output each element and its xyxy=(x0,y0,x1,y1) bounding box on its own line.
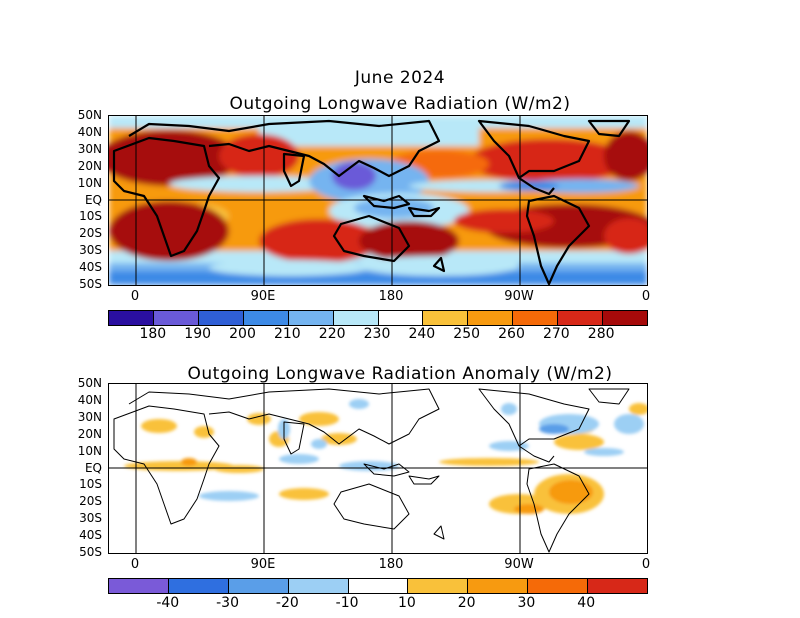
colorbar-label: 180 xyxy=(139,326,167,342)
colorbar-label: 30 xyxy=(517,595,536,611)
lat-label: 10S xyxy=(79,209,102,224)
colorbar-swatch xyxy=(468,579,529,593)
lat-label: 30S xyxy=(79,243,102,258)
lat-label: EQ xyxy=(84,192,102,207)
lat-label: 50N xyxy=(77,108,102,122)
top-map-title-line2: Outgoing Longwave Radiation (W/m2) xyxy=(229,94,571,114)
colorbar-swatch xyxy=(528,579,589,593)
colorbar-swatch xyxy=(198,311,244,325)
colorbar-swatch xyxy=(603,311,648,325)
lat-label: 50S xyxy=(79,277,102,291)
colorbar-swatch xyxy=(408,579,469,593)
lat-label: 40S xyxy=(79,528,102,543)
colorbar-label: -10 xyxy=(335,595,359,611)
colorbar-swatch xyxy=(348,579,409,593)
colorbar-label: 230 xyxy=(363,326,391,342)
lon-label: 180 xyxy=(378,557,404,572)
lat-label: 40N xyxy=(77,124,102,139)
top-map-title-line1: June 2024 xyxy=(354,68,446,88)
lat-label: 10S xyxy=(79,477,102,492)
colorbar-swatch xyxy=(558,311,604,325)
bottom-map-title: Outgoing Longwave Radiation Anomaly (W/m… xyxy=(187,364,613,384)
lon-label: 90E xyxy=(250,289,276,304)
colorbar-swatch xyxy=(109,579,169,593)
lat-label: 50S xyxy=(79,545,102,559)
colorbar-label: 20 xyxy=(457,595,476,611)
lat-label: EQ xyxy=(84,460,102,475)
colorbar-swatch xyxy=(513,311,559,325)
top-colorbar xyxy=(108,310,648,326)
lon-label: 90E xyxy=(250,557,276,572)
lat-label: 40N xyxy=(77,392,102,407)
colorbar-swatch xyxy=(288,311,334,325)
colorbar-swatch xyxy=(288,579,349,593)
lat-label: 30N xyxy=(77,141,102,156)
lat-label: 30S xyxy=(79,511,102,526)
lat-label: 10N xyxy=(77,175,102,190)
olr-anomaly-map-graphic xyxy=(109,384,647,553)
colorbar-label: 190 xyxy=(184,326,212,342)
lon-label: 0 xyxy=(641,289,651,304)
colorbar-label: 240 xyxy=(408,326,436,342)
colorbar-swatch xyxy=(228,579,289,593)
colorbar-label: 280 xyxy=(587,326,615,342)
bottom-colorbar xyxy=(108,578,648,594)
lat-label: 20S xyxy=(79,494,102,509)
colorbar-label: -30 xyxy=(216,595,239,611)
colorbar-label: 220 xyxy=(318,326,346,342)
colorbar-label: 40 xyxy=(577,595,596,611)
colorbar-swatch xyxy=(423,311,469,325)
colorbar-label: 210 xyxy=(273,326,301,342)
colorbar-label: -20 xyxy=(275,595,299,611)
olr-anomaly-map xyxy=(108,383,648,554)
colorbar-swatch xyxy=(333,311,379,325)
colorbar-label: -40 xyxy=(156,595,180,611)
colorbar-label: 10 xyxy=(397,595,416,611)
lon-label: 0 xyxy=(130,557,140,572)
lon-label: 90W xyxy=(504,289,534,304)
lat-label: 30N xyxy=(77,409,102,424)
lat-label: 20N xyxy=(77,158,102,173)
lat-label: 10N xyxy=(77,443,102,458)
colorbar-label: 250 xyxy=(453,326,481,342)
lon-label: 180 xyxy=(378,289,404,304)
lat-label: 40S xyxy=(79,260,102,275)
colorbar-swatch xyxy=(168,579,229,593)
lon-label: 0 xyxy=(130,289,140,304)
lon-label: 90W xyxy=(504,557,534,572)
colorbar-swatch xyxy=(153,311,199,325)
lat-label: 20N xyxy=(77,426,102,441)
colorbar-label: 200 xyxy=(229,326,256,342)
lat-label: 20S xyxy=(79,226,102,241)
colorbar-swatch xyxy=(109,311,154,325)
lon-label: 0 xyxy=(641,557,651,572)
colorbar-swatch xyxy=(588,579,648,593)
colorbar-swatch xyxy=(468,311,514,325)
colorbar-swatch xyxy=(378,311,424,325)
colorbar-swatch xyxy=(243,311,289,325)
lat-label: 50N xyxy=(77,376,102,390)
colorbar-label: 260 xyxy=(498,326,525,342)
colorbar-label: 270 xyxy=(542,326,570,342)
olr-map-graphic xyxy=(109,116,647,285)
olr-map xyxy=(108,115,648,286)
